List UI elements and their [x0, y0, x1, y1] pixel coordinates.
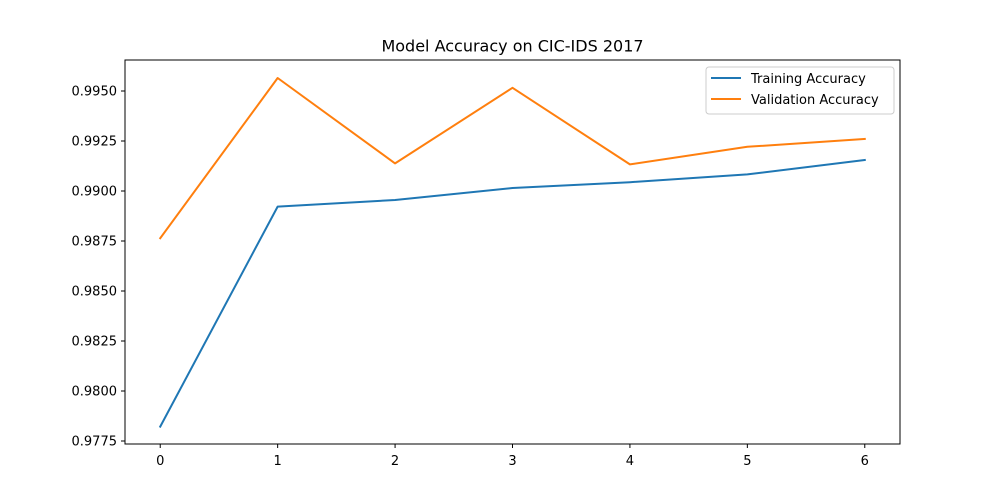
x-tick-label: 6 — [861, 454, 869, 469]
y-tick-label: 0.9875 — [72, 235, 118, 250]
x-tick-label: 4 — [626, 454, 634, 469]
axes-frame — [124, 59, 901, 445]
x-tick-label: 5 — [743, 454, 751, 469]
legend-label: Training Accuracy — [750, 72, 866, 87]
legend: Training Accuracy Validation Accuracy — [705, 66, 895, 115]
plot-area: 0 1 2 3 4 5 6 0.9775 0.9800 0.9825 0.9850 0.9875 0.9… — [72, 77, 869, 469]
y-tick-label: 0.9775 — [72, 435, 118, 450]
y-tick-label: 0.9850 — [72, 285, 118, 300]
y-tick-label: 0.9950 — [72, 85, 118, 100]
legend-box — [705, 66, 895, 115]
x-tick-label: 3 — [508, 454, 516, 469]
chart-title: Model Accuracy on CIC-IDS 2017 — [381, 37, 643, 56]
x-tick-label: 2 — [391, 454, 399, 469]
series-line-training — [158, 158, 866, 428]
y-tick-label: 0.9925 — [72, 135, 118, 150]
y-tick-label: 0.9800 — [72, 385, 118, 400]
legend-label: Validation Accuracy — [751, 93, 879, 108]
y-tick-label: 0.9825 — [72, 335, 118, 350]
x-tick-label: 1 — [274, 454, 282, 469]
series-line-validation — [158, 77, 866, 240]
y-tick-label: 0.9900 — [72, 185, 118, 200]
x-tick-label: 0 — [156, 454, 164, 469]
